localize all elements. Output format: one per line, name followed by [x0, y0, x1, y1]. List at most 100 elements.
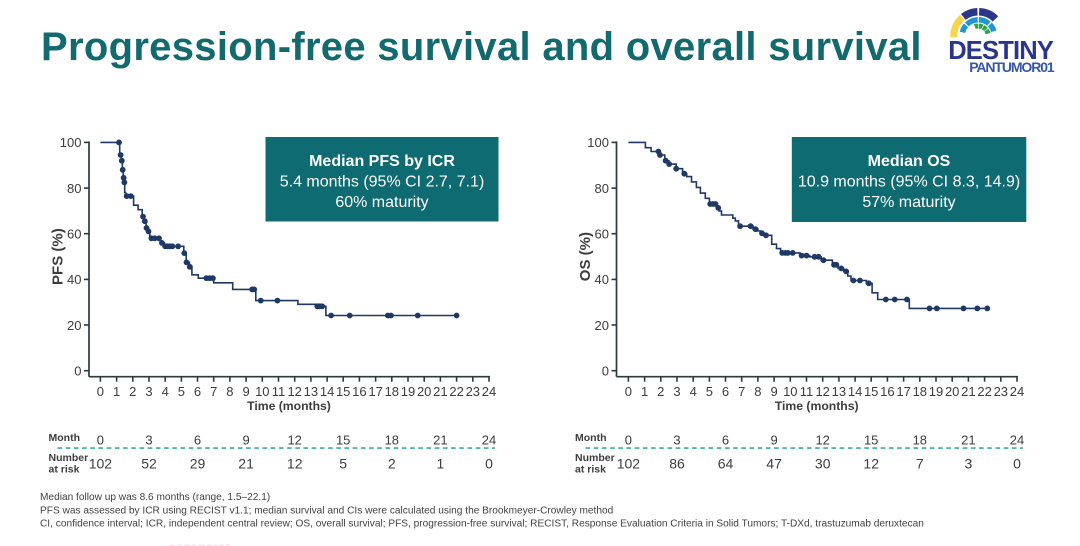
svg-text:22: 22: [977, 384, 991, 399]
svg-text:21: 21: [433, 432, 447, 447]
svg-text:at risk: at risk: [49, 463, 80, 475]
svg-text:0: 0: [97, 432, 104, 447]
svg-text:80: 80: [67, 181, 81, 196]
svg-text:20: 20: [595, 318, 609, 333]
svg-text:1: 1: [437, 455, 445, 471]
svg-text:9: 9: [770, 432, 777, 447]
svg-text:23: 23: [466, 384, 480, 399]
svg-text:17: 17: [368, 384, 382, 399]
svg-text:18: 18: [385, 384, 399, 399]
svg-text:60: 60: [595, 227, 609, 242]
svg-text:1: 1: [113, 384, 120, 399]
svg-text:3: 3: [673, 432, 680, 447]
svg-text:102: 102: [89, 455, 113, 471]
svg-text:7: 7: [738, 384, 745, 399]
svg-text:40: 40: [595, 272, 609, 287]
svg-text:Median follow up was 8.6 month: Median follow up was 8.6 months (range, …: [40, 492, 270, 503]
svg-text:7: 7: [210, 384, 217, 399]
svg-text:8: 8: [226, 384, 233, 399]
svg-text:5: 5: [706, 384, 713, 399]
svg-text:0: 0: [74, 364, 81, 379]
svg-text:12: 12: [287, 384, 301, 399]
svg-text:3: 3: [145, 384, 152, 399]
svg-text:3: 3: [673, 384, 680, 399]
svg-text:2: 2: [388, 455, 396, 471]
svg-text:1: 1: [641, 384, 648, 399]
svg-text:20: 20: [67, 318, 81, 333]
svg-text:4: 4: [690, 384, 697, 399]
svg-text:12: 12: [815, 384, 829, 399]
svg-text:24: 24: [1010, 384, 1024, 399]
svg-text:Number: Number: [49, 452, 89, 464]
svg-text:PANTUMOR01: PANTUMOR01: [969, 59, 1055, 75]
svg-text:15: 15: [864, 432, 878, 447]
svg-text:18: 18: [913, 432, 927, 447]
svg-text:12: 12: [863, 455, 879, 471]
svg-text:86: 86: [669, 455, 685, 471]
svg-text:64: 64: [718, 455, 734, 471]
svg-text:102: 102: [617, 455, 641, 471]
svg-text:PFS (%): PFS (%): [50, 228, 67, 285]
svg-text:100: 100: [587, 135, 609, 150]
svg-text:30: 30: [815, 455, 831, 471]
svg-text:10: 10: [255, 384, 269, 399]
svg-text:4: 4: [162, 384, 169, 399]
svg-text:Number: Number: [575, 452, 615, 464]
svg-text:29: 29: [190, 455, 206, 471]
svg-text:5: 5: [178, 384, 185, 399]
svg-text:15: 15: [336, 432, 350, 447]
svg-text:6: 6: [194, 384, 201, 399]
svg-text:CI, confidence interval; ICR,: CI, confidence interval; ICR, independen…: [40, 519, 924, 530]
svg-text:0: 0: [625, 384, 632, 399]
svg-text:7: 7: [916, 455, 924, 471]
svg-text:21: 21: [238, 455, 254, 471]
svg-text:20: 20: [945, 384, 959, 399]
svg-text:21: 21: [433, 384, 447, 399]
svg-text:57% maturity: 57% maturity: [862, 194, 955, 211]
svg-text:Month: Month: [49, 432, 81, 444]
svg-text:9: 9: [770, 384, 777, 399]
svg-text:11: 11: [272, 384, 286, 399]
svg-text:PFS was assessed by ICR using: PFS was assessed by ICR using RECIST v1.…: [40, 505, 613, 516]
svg-text:0: 0: [485, 455, 493, 471]
svg-text:Median PFS by ICR: Median PFS by ICR: [309, 153, 455, 170]
svg-text:40: 40: [67, 272, 81, 287]
svg-text:21: 21: [961, 384, 975, 399]
svg-text:at risk: at risk: [575, 463, 606, 475]
svg-text:16: 16: [352, 384, 366, 399]
svg-text:Time (months): Time (months): [775, 399, 859, 413]
svg-text:10: 10: [783, 384, 797, 399]
svg-text:18: 18: [913, 384, 927, 399]
svg-text:Month: Month: [575, 432, 607, 444]
svg-text:12: 12: [815, 432, 829, 447]
svg-text:14: 14: [848, 384, 862, 399]
svg-text:16: 16: [880, 384, 894, 399]
svg-text:12: 12: [287, 432, 301, 447]
svg-text:60: 60: [67, 227, 81, 242]
svg-text:13: 13: [304, 384, 318, 399]
svg-text:0: 0: [1013, 455, 1021, 471]
svg-text:24: 24: [1010, 432, 1024, 447]
svg-text:0: 0: [602, 364, 609, 379]
svg-text:3: 3: [965, 455, 973, 471]
svg-text:9: 9: [242, 384, 249, 399]
svg-text:8: 8: [754, 384, 761, 399]
svg-text:13: 13: [832, 384, 846, 399]
svg-text:3: 3: [145, 432, 152, 447]
svg-text:5.4 months (95% CI 2.7, 7.1): 5.4 months (95% CI 2.7, 7.1): [280, 174, 485, 191]
svg-text:47: 47: [766, 455, 782, 471]
svg-text:10.9 months (95% CI 8.3, 14.9): 10.9 months (95% CI 8.3, 14.9): [798, 174, 1020, 191]
svg-text:6: 6: [722, 384, 729, 399]
svg-text:5: 5: [339, 455, 347, 471]
svg-text:17: 17: [896, 384, 910, 399]
svg-text:Median OS: Median OS: [868, 153, 951, 170]
svg-text:100: 100: [60, 135, 82, 150]
svg-text:21: 21: [961, 432, 975, 447]
svg-text:23: 23: [994, 384, 1008, 399]
svg-text:15: 15: [336, 384, 350, 399]
svg-text:Time (months): Time (months): [247, 399, 331, 413]
svg-text:24: 24: [482, 384, 496, 399]
svg-text:22: 22: [449, 384, 463, 399]
svg-text:20: 20: [417, 384, 431, 399]
svg-text:2: 2: [657, 384, 664, 399]
